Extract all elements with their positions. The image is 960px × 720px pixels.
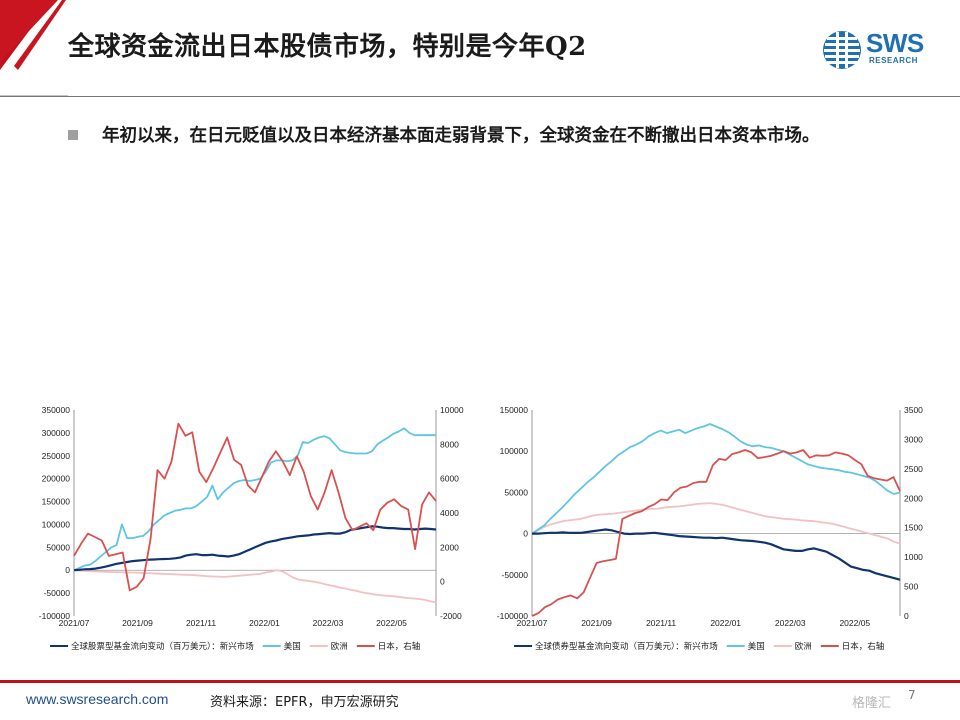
- legend-label-emerging: 全球股票型基金流向变动（百万美元）：新兴市场: [71, 641, 254, 652]
- title-divider: [0, 96, 960, 97]
- watermark: 格隆汇: [852, 696, 892, 711]
- series-line-emerging: [73, 525, 437, 572]
- chart-0-plot: -100000-50000050000100000150000200000250…: [39, 405, 464, 628]
- x-tick-label: 2021/07: [517, 618, 548, 628]
- right-tick-label: 2000: [904, 493, 923, 503]
- x-tick-label: 2021/11: [186, 618, 216, 628]
- left-tick-label: -50000: [44, 588, 71, 598]
- title-bar: 全球资金流出日本股债市场，特别是今年Q2 SWS RESEARCH: [0, 0, 960, 100]
- right-tick-label: 3500: [904, 405, 923, 415]
- left-tick-label: 50000: [504, 487, 528, 497]
- left-tick-label: 50000: [46, 542, 70, 552]
- right-tick-label: 500: [904, 582, 918, 592]
- right-tick-label: 1000: [904, 552, 923, 562]
- left-tick-label: -50000: [502, 570, 529, 580]
- footer-source: 资料来源：EPFR，申万宏源研究: [210, 695, 399, 710]
- right-tick-label: 2500: [904, 464, 923, 474]
- right-tick-label: 10000: [440, 405, 464, 415]
- series-line-europe: [531, 502, 901, 545]
- legend-label-japan: 日本，右轴: [842, 641, 885, 652]
- left-tick-label: 100000: [42, 519, 71, 529]
- page-title: 全球资金流出日本股债市场，特别是今年Q2: [68, 32, 587, 62]
- legend-label-europe: 欧洲: [331, 641, 348, 652]
- x-tick-label: 2021/11: [646, 618, 676, 628]
- bond-flow-chart: -100000 -50000 0 50000 100000 150000 0 500 1000 1…: [486, 398, 926, 660]
- x-tick-label: 2022/03: [313, 618, 344, 628]
- legend-label-emerging: 全球债券型基金流向变动（百万美元）：新兴市场: [535, 641, 718, 652]
- left-tick-label: 150000: [500, 405, 529, 415]
- page-number: 7: [908, 688, 916, 702]
- chart-0-legend: 全球股票型基金流向变动（百万美元）：新兴市场 美国 欧洲 日本，右轴: [50, 641, 420, 652]
- x-tick-label: 2022/01: [710, 618, 741, 628]
- x-tick-label: 2022/05: [839, 618, 870, 628]
- series-line-japan: [531, 449, 901, 617]
- series-line-us: [73, 427, 436, 572]
- x-tick-label: 2021/07: [59, 618, 90, 628]
- right-tick-label: 2000: [440, 542, 459, 552]
- right-tick-label: 8000: [440, 439, 459, 449]
- logo-subtext: RESEARCH: [869, 56, 918, 65]
- right-tick-label: 3000: [904, 434, 923, 444]
- footer-divider: [0, 680, 960, 683]
- left-tick-label: 200000: [42, 474, 71, 484]
- left-tick-label: 300000: [42, 428, 71, 438]
- sws-globe-icon: [823, 31, 861, 69]
- legend-label-us: 美国: [284, 641, 301, 652]
- series-line-europe: [73, 569, 437, 604]
- left-tick-label: 100000: [500, 446, 529, 456]
- series-line-emerging: [532, 528, 901, 581]
- x-tick-label: 2022/01: [249, 618, 280, 628]
- right-tick-label: -2000: [440, 611, 462, 621]
- series-line-japan: [73, 422, 437, 592]
- x-tick-label: 2022/03: [775, 618, 806, 628]
- left-tick-label: 350000: [42, 405, 71, 415]
- bullet-text: 年初以来，在日元贬值以及日本经济基本面走弱背景下，全球资金在不断撤出日本资本市场…: [102, 126, 820, 146]
- right-tick-label: 6000: [440, 474, 459, 484]
- legend-label-europe: 欧洲: [795, 641, 812, 652]
- x-tick-label: 2021/09: [122, 618, 153, 628]
- right-tick-label: 0: [440, 577, 445, 587]
- left-tick-label: 150000: [42, 497, 71, 507]
- left-tick-label: -100000: [39, 611, 70, 621]
- chart-1-plot: -100000 -50000 0 50000 100000 150000 0 500 1000 1…: [497, 405, 923, 628]
- x-tick-label: 2022/05: [376, 618, 407, 628]
- logo-text: SWS: [866, 28, 924, 58]
- x-tick-label: 2021/09: [581, 618, 612, 628]
- legend-label-japan: 日本，右轴: [378, 641, 421, 652]
- left-tick-label: 250000: [42, 451, 71, 461]
- right-tick-label: 4000: [440, 508, 459, 518]
- left-tick-label: 0: [523, 529, 528, 539]
- equity-flow-chart: -100000 -50000 0 50000 100000 150000 200000 250…: [26, 398, 466, 660]
- footer-website-link[interactable]: www.swsresearch.com: [26, 691, 169, 707]
- right-tick-label: 0: [904, 611, 909, 621]
- title-accent-stripe: [0, 0, 68, 97]
- equity-flow-chart-svg: -100000-50000050000100000150000200000250…: [39, 405, 464, 652]
- bond-flow-chart-svg: -100000 -50000 0 50000 100000 150000 0 500 1000 1…: [497, 405, 923, 652]
- legend-label-us: 美国: [748, 641, 765, 652]
- chart-1-legend: 全球债券型基金流向变动（百万美元）：新兴市场 美国 欧洲 日本，右轴: [514, 641, 884, 652]
- left-tick-label: 0: [65, 565, 70, 575]
- right-tick-label: 1500: [904, 523, 923, 533]
- left-tick-label: -100000: [497, 611, 528, 621]
- bullet-marker: [68, 130, 78, 140]
- series-line-us: [531, 423, 901, 535]
- sws-logo: SWS RESEARCH: [822, 28, 942, 72]
